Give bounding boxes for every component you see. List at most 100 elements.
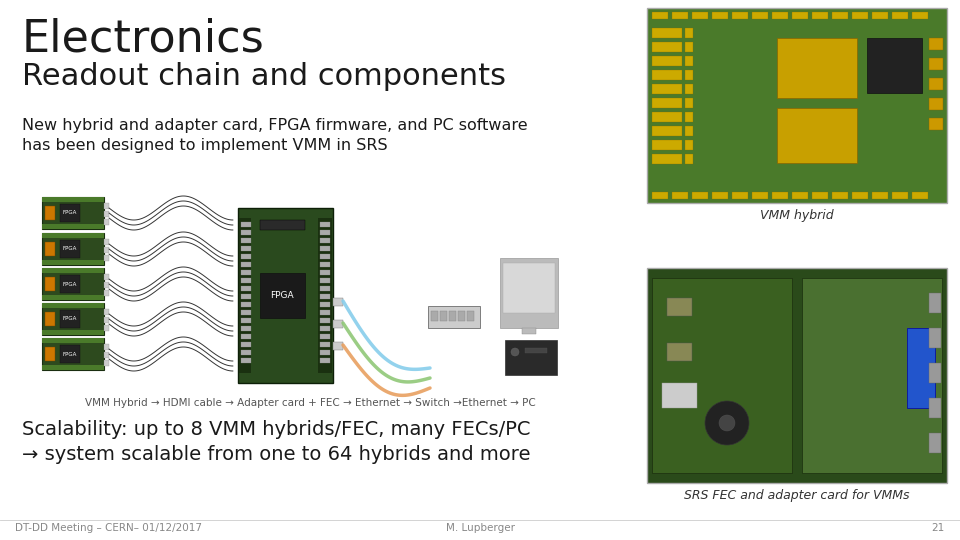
- FancyBboxPatch shape: [449, 311, 456, 321]
- FancyBboxPatch shape: [60, 310, 80, 328]
- FancyBboxPatch shape: [792, 12, 808, 19]
- FancyBboxPatch shape: [772, 12, 788, 19]
- FancyBboxPatch shape: [104, 309, 109, 315]
- Text: Readout chain and components: Readout chain and components: [22, 62, 506, 91]
- FancyBboxPatch shape: [732, 192, 748, 199]
- FancyBboxPatch shape: [667, 343, 692, 361]
- FancyBboxPatch shape: [333, 320, 343, 328]
- Text: VMM Hybrid → HDMI cable → Adapter card + FEC → Ethernet → Switch →Ethernet → PC: VMM Hybrid → HDMI cable → Adapter card +…: [84, 398, 536, 408]
- FancyBboxPatch shape: [60, 345, 80, 363]
- FancyBboxPatch shape: [104, 219, 109, 225]
- FancyBboxPatch shape: [872, 192, 888, 199]
- FancyBboxPatch shape: [752, 192, 768, 199]
- FancyBboxPatch shape: [852, 192, 868, 199]
- FancyBboxPatch shape: [732, 12, 748, 19]
- FancyBboxPatch shape: [42, 338, 104, 370]
- FancyBboxPatch shape: [42, 295, 104, 300]
- FancyBboxPatch shape: [320, 294, 330, 299]
- FancyBboxPatch shape: [241, 350, 251, 355]
- FancyBboxPatch shape: [667, 298, 692, 316]
- FancyBboxPatch shape: [45, 242, 55, 256]
- FancyBboxPatch shape: [428, 306, 480, 328]
- FancyBboxPatch shape: [929, 433, 941, 453]
- Text: FPGA: FPGA: [62, 352, 77, 356]
- FancyBboxPatch shape: [241, 222, 251, 227]
- FancyBboxPatch shape: [60, 240, 80, 258]
- FancyBboxPatch shape: [104, 239, 109, 245]
- FancyBboxPatch shape: [241, 270, 251, 275]
- FancyBboxPatch shape: [685, 84, 693, 94]
- FancyBboxPatch shape: [42, 233, 104, 238]
- FancyBboxPatch shape: [60, 204, 80, 222]
- FancyBboxPatch shape: [241, 294, 251, 299]
- FancyBboxPatch shape: [104, 211, 109, 217]
- FancyBboxPatch shape: [260, 273, 305, 318]
- FancyBboxPatch shape: [685, 112, 693, 122]
- FancyBboxPatch shape: [45, 277, 55, 291]
- FancyBboxPatch shape: [929, 98, 943, 110]
- FancyBboxPatch shape: [320, 254, 330, 259]
- FancyBboxPatch shape: [104, 344, 109, 350]
- FancyBboxPatch shape: [503, 263, 555, 313]
- Text: FPGA: FPGA: [62, 281, 77, 287]
- FancyBboxPatch shape: [777, 108, 857, 163]
- FancyBboxPatch shape: [692, 192, 708, 199]
- FancyBboxPatch shape: [652, 140, 682, 150]
- FancyBboxPatch shape: [241, 254, 251, 259]
- FancyBboxPatch shape: [647, 8, 947, 203]
- FancyBboxPatch shape: [652, 154, 682, 164]
- FancyBboxPatch shape: [320, 318, 330, 323]
- FancyBboxPatch shape: [929, 58, 943, 70]
- FancyBboxPatch shape: [42, 365, 104, 370]
- FancyBboxPatch shape: [647, 268, 947, 483]
- FancyBboxPatch shape: [320, 230, 330, 235]
- FancyBboxPatch shape: [104, 317, 109, 323]
- FancyBboxPatch shape: [832, 12, 848, 19]
- FancyBboxPatch shape: [104, 352, 109, 358]
- FancyBboxPatch shape: [752, 12, 768, 19]
- Text: FPGA: FPGA: [62, 246, 77, 252]
- FancyBboxPatch shape: [929, 38, 943, 50]
- FancyBboxPatch shape: [467, 311, 474, 321]
- FancyBboxPatch shape: [104, 360, 109, 366]
- FancyBboxPatch shape: [241, 318, 251, 323]
- FancyBboxPatch shape: [320, 286, 330, 291]
- FancyBboxPatch shape: [320, 238, 330, 243]
- FancyBboxPatch shape: [929, 293, 941, 313]
- FancyBboxPatch shape: [241, 230, 251, 235]
- FancyBboxPatch shape: [42, 330, 104, 335]
- FancyBboxPatch shape: [672, 192, 688, 199]
- FancyBboxPatch shape: [42, 338, 104, 343]
- FancyBboxPatch shape: [42, 197, 104, 229]
- FancyBboxPatch shape: [241, 278, 251, 283]
- FancyBboxPatch shape: [685, 28, 693, 38]
- FancyBboxPatch shape: [238, 208, 333, 383]
- Text: DT-DD Meeting – CERN– 01/12/2017: DT-DD Meeting – CERN– 01/12/2017: [15, 523, 202, 533]
- FancyBboxPatch shape: [241, 302, 251, 307]
- FancyBboxPatch shape: [320, 326, 330, 331]
- Text: New hybrid and adapter card, FPGA firmware, and PC software: New hybrid and adapter card, FPGA firmwa…: [22, 118, 528, 133]
- FancyBboxPatch shape: [907, 328, 935, 408]
- FancyBboxPatch shape: [320, 270, 330, 275]
- FancyBboxPatch shape: [239, 218, 251, 373]
- FancyBboxPatch shape: [652, 112, 682, 122]
- FancyBboxPatch shape: [662, 383, 697, 408]
- FancyBboxPatch shape: [652, 278, 792, 473]
- FancyBboxPatch shape: [505, 340, 557, 375]
- FancyBboxPatch shape: [241, 358, 251, 363]
- FancyBboxPatch shape: [333, 298, 343, 306]
- FancyBboxPatch shape: [772, 192, 788, 199]
- FancyBboxPatch shape: [802, 278, 942, 473]
- FancyBboxPatch shape: [812, 192, 828, 199]
- FancyBboxPatch shape: [260, 220, 305, 230]
- FancyBboxPatch shape: [652, 70, 682, 80]
- FancyBboxPatch shape: [42, 303, 104, 335]
- FancyBboxPatch shape: [652, 56, 682, 66]
- FancyBboxPatch shape: [42, 260, 104, 265]
- FancyBboxPatch shape: [929, 398, 941, 418]
- FancyBboxPatch shape: [652, 84, 682, 94]
- FancyBboxPatch shape: [318, 218, 332, 373]
- FancyBboxPatch shape: [685, 56, 693, 66]
- FancyBboxPatch shape: [652, 98, 682, 108]
- FancyBboxPatch shape: [672, 12, 688, 19]
